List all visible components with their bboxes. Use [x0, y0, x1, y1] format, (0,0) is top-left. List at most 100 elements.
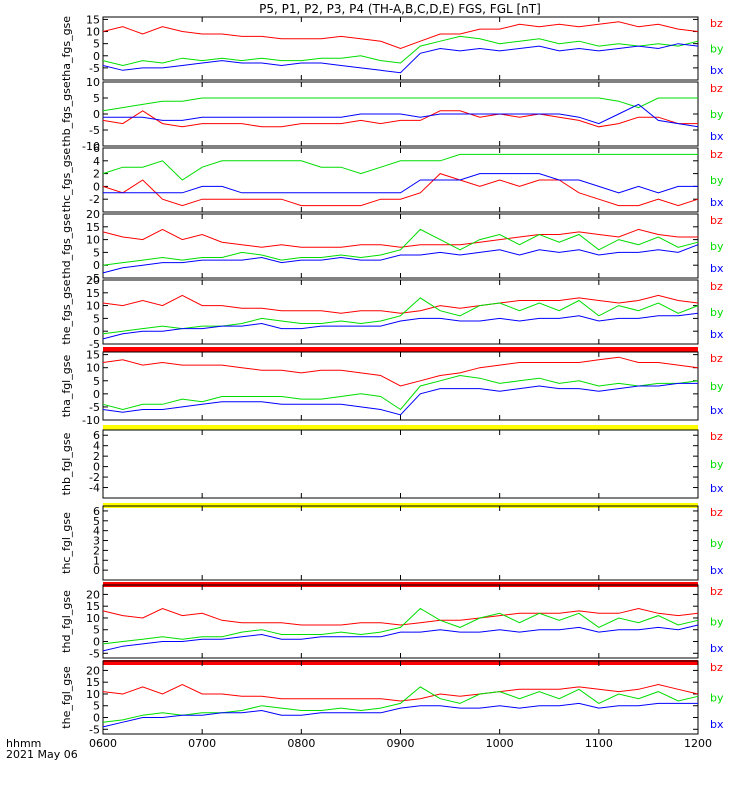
y-tick-label: 10: [86, 26, 100, 39]
legend-bx: bx: [710, 328, 724, 341]
y-tick-label: 4: [93, 155, 100, 168]
y-tick-label: 0: [93, 180, 100, 193]
series-bx: [103, 173, 698, 194]
status-bar: [103, 347, 698, 352]
series-bx: [102, 382, 698, 416]
legend-by: by: [710, 174, 724, 187]
legend-by: by: [710, 692, 724, 705]
y-tick-label: 4: [93, 440, 100, 453]
series-by: [102, 297, 699, 335]
panel-frame: [102, 660, 699, 735]
x-tick-label: 0900: [387, 737, 415, 750]
y-tick-label: 0: [93, 388, 100, 401]
y-axis-label: thb_fgl_gse: [60, 432, 73, 495]
series-by: [102, 228, 699, 266]
legend-bz: bz: [710, 585, 723, 598]
series-bx: [103, 103, 699, 128]
legend-bz: bz: [710, 506, 723, 519]
y-tick-label: 5: [93, 246, 100, 259]
legend-bx: bx: [710, 64, 724, 77]
y-tick-label: 15: [86, 349, 100, 362]
legend-bz: bz: [710, 82, 723, 95]
series-bz: [102, 356, 699, 387]
legend-bx: bx: [710, 564, 724, 577]
legend-by: by: [710, 458, 724, 471]
legend-by: by: [710, 616, 724, 629]
y-tick-label: 20: [86, 664, 100, 677]
y-tick-label: 0: [93, 712, 100, 725]
legend-bz: bz: [710, 430, 723, 443]
y-tick-label: 20: [86, 208, 100, 221]
y-tick-label: 5: [93, 515, 100, 528]
legend-bz: bz: [710, 17, 723, 30]
y-tick-label: 15: [86, 13, 100, 26]
x-tick-label: 0800: [287, 737, 315, 750]
y-tick-label: -5: [89, 723, 100, 736]
legend-by: by: [710, 108, 724, 121]
y-tick-label: 10: [86, 688, 100, 701]
y-tick-label: 15: [86, 676, 100, 689]
panel-frame: [102, 584, 699, 659]
series-by: [102, 35, 699, 67]
legend-bx: bx: [710, 262, 724, 275]
panel-frame: [102, 505, 699, 581]
y-axis-label: thc_fgs_gse: [60, 148, 73, 213]
y-tick-label: -2: [89, 471, 100, 484]
y-tick-label: 0: [93, 108, 100, 121]
series-by: [102, 686, 699, 723]
y-axis-label: the_fgl_gse: [60, 666, 73, 729]
y-tick-label: 2: [93, 168, 100, 181]
y-tick-label: 5: [93, 312, 100, 325]
y-tick-label: 2: [93, 544, 100, 557]
series-by: [102, 153, 698, 181]
legend-by: by: [710, 380, 724, 393]
y-tick-label: 20: [86, 274, 100, 287]
y-tick-label: 5: [93, 624, 100, 637]
y-tick-label: 20: [86, 588, 100, 601]
series-bx: [102, 43, 699, 74]
status-bar: [103, 425, 698, 430]
y-tick-label: 5: [93, 375, 100, 388]
y-tick-label: 10: [86, 362, 100, 375]
legend-bx: bx: [710, 130, 724, 143]
y-tick-label: 4: [93, 525, 100, 538]
legend-bx: bx: [710, 642, 724, 655]
y-tick-label: 10: [86, 76, 100, 89]
series-by: [102, 374, 699, 411]
panel-frame: [102, 213, 699, 279]
panel-thb_fgs_gse: -10 -5 0 5 10 thb_fgs_gse bz by bx: [60, 76, 724, 153]
y-axis-label: the_fgs_gse: [60, 279, 73, 344]
y-tick-label: 6: [93, 429, 100, 442]
time-axis: 0600 0700 0800 0900 1000 1100 1200: [89, 737, 712, 750]
y-tick-label: -5: [89, 62, 100, 75]
series-bz: [102, 683, 699, 702]
x-tick-label: 1100: [585, 737, 613, 750]
series-bx: [102, 624, 699, 652]
legend-bx: bx: [710, 196, 724, 209]
y-tick-label: 5: [93, 38, 100, 51]
series-bz: [102, 110, 698, 128]
y-tick-label: 0: [93, 325, 100, 338]
legend-bz: bz: [710, 148, 723, 161]
y-axis-label: thb_fgs_gse: [60, 81, 73, 147]
y-tick-label: -5: [89, 272, 100, 285]
series-bz: [102, 294, 699, 314]
y-tick-label: 6: [93, 142, 100, 155]
figure-title: P5, P1, P2, P3, P4 (TH-A,B,C,D,E) FGS, F…: [259, 2, 541, 16]
x-tick-label: 1200: [684, 737, 712, 750]
y-tick-label: 3: [93, 535, 100, 548]
y-tick-label: -5: [89, 401, 100, 414]
y-tick-label: 10: [86, 234, 100, 247]
legend-bz: bz: [710, 280, 723, 293]
legend-by: by: [710, 537, 724, 550]
y-tick-label: -5: [89, 124, 100, 137]
y-axis-label: tha_fgl_gse: [60, 355, 73, 418]
y-tick-label: 15: [86, 287, 100, 300]
x-tick-label: 0600: [89, 737, 117, 750]
y-tick-label: -10: [82, 414, 100, 427]
